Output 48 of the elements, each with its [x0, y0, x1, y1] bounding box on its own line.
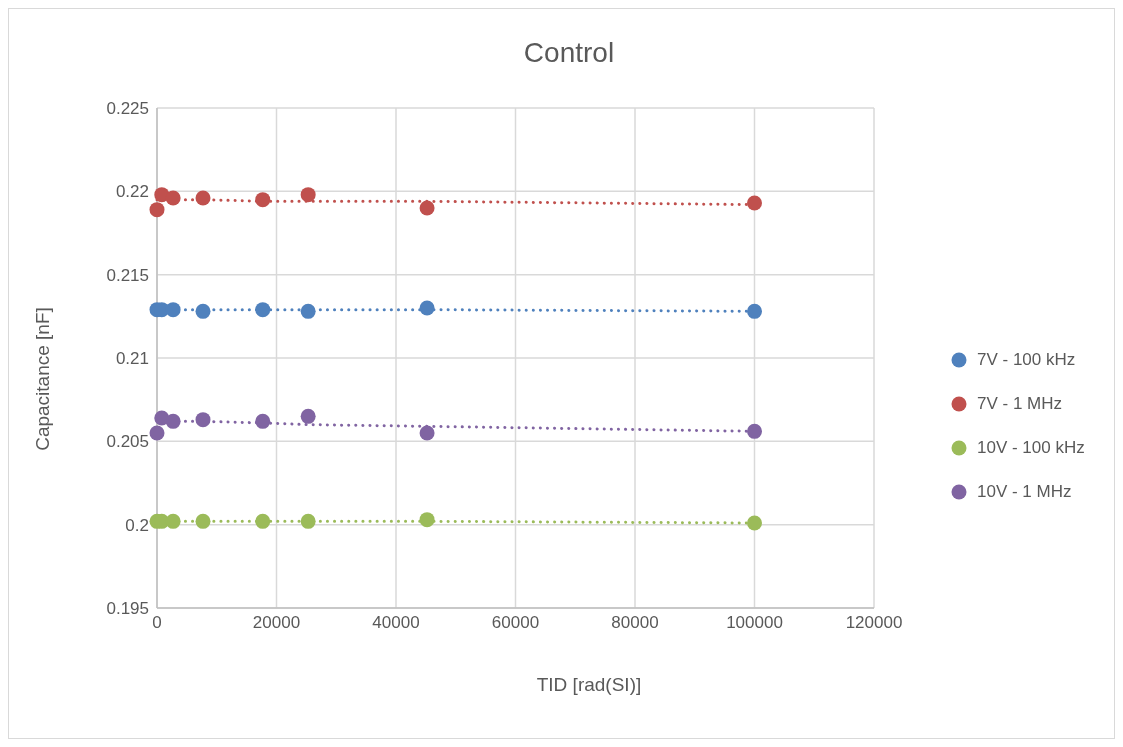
y-tick-label: 0.215 — [106, 265, 149, 285]
y-tick-label: 0.21 — [115, 349, 149, 369]
y-tick-label: 0.22 — [115, 182, 149, 202]
point — [300, 513, 316, 529]
point — [747, 303, 762, 319]
chart-title: Control — [522, 37, 616, 69]
x-tick-label: 100000 — [726, 613, 783, 633]
point — [255, 192, 271, 208]
legend-label: 7V - 100 kHz — [977, 350, 1076, 370]
legend-label: 10V - 1 MHz — [977, 482, 1072, 502]
point — [149, 202, 165, 218]
point — [165, 190, 181, 206]
point — [300, 408, 316, 424]
point — [419, 200, 435, 216]
point — [419, 512, 435, 528]
point — [149, 425, 165, 441]
point — [747, 195, 762, 211]
x-tick-label: 120000 — [845, 613, 903, 633]
point — [165, 513, 181, 529]
y-axis-title: Capacitance [nF] — [32, 307, 54, 451]
x-tick-label: 40000 — [372, 613, 420, 633]
point — [300, 187, 316, 203]
point — [747, 515, 762, 531]
legend-label: 10V - 100 kHz — [977, 438, 1085, 458]
point — [195, 513, 211, 529]
y-tick-label: 0.225 — [106, 99, 149, 119]
x-tick-label: 0 — [152, 613, 162, 633]
point — [154, 187, 170, 203]
point — [255, 302, 271, 318]
x-tick-label: 60000 — [491, 613, 540, 633]
point — [195, 190, 211, 206]
point — [165, 413, 181, 429]
point — [300, 303, 316, 319]
y-tick-label: 0.2 — [125, 515, 149, 535]
point — [195, 303, 211, 319]
point — [419, 300, 435, 316]
y-tick-label: 0.195 — [106, 599, 149, 619]
x-tick-label: 80000 — [611, 613, 659, 633]
point — [419, 425, 435, 441]
x-axis-title: TID [rad(SI)] — [535, 674, 643, 696]
y-tick-label: 0.205 — [106, 432, 149, 452]
legend-label: 7V - 1 MHz — [977, 394, 1063, 414]
point — [255, 513, 271, 529]
point — [747, 423, 762, 439]
point — [255, 413, 271, 429]
point — [165, 302, 181, 318]
point — [195, 412, 211, 428]
x-tick-label: 20000 — [252, 613, 301, 633]
